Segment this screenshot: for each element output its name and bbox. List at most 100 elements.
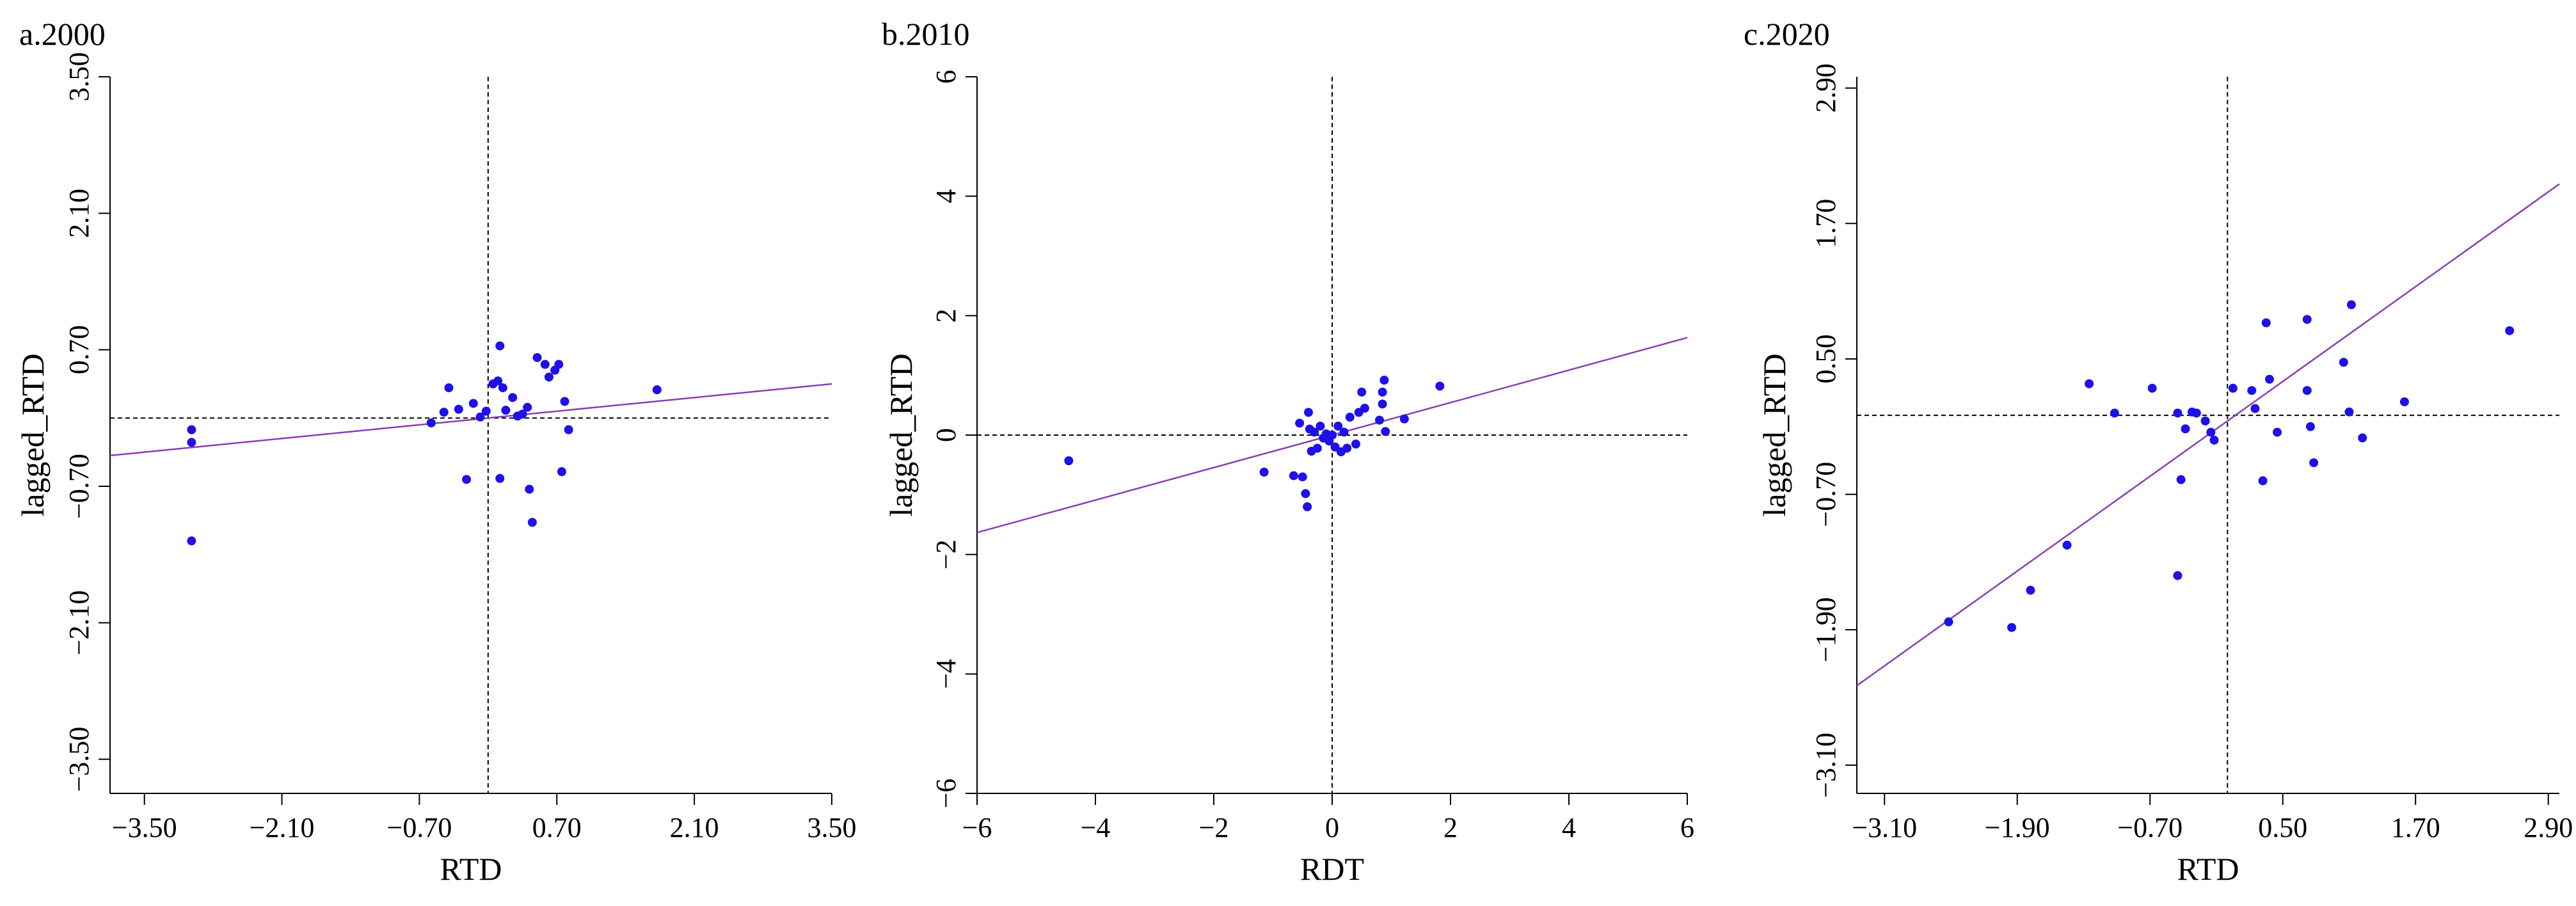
data-point [508, 393, 518, 402]
data-point [1259, 467, 1269, 477]
y-tick-label: 1.70 [1810, 199, 1841, 248]
x-tick-label: 3.50 [807, 812, 857, 843]
data-point [2209, 435, 2219, 445]
x-tick-label: −2 [1199, 812, 1229, 843]
chart-title: c.2020 [1744, 16, 1830, 52]
data-point [2358, 433, 2367, 443]
x-axis-label: RTD [440, 851, 502, 887]
y-tick-label: 4 [930, 189, 962, 203]
x-tick-label: −3.10 [1852, 812, 1917, 843]
data-point [481, 406, 491, 416]
data-point [2173, 408, 2182, 418]
data-point [2085, 379, 2094, 388]
y-axis-label: lagged_RTD [883, 353, 919, 516]
data-point [1399, 414, 1409, 424]
x-tick-label: −2.10 [250, 812, 315, 843]
data-point [2505, 326, 2515, 335]
data-point [557, 467, 566, 477]
chart-title: b.2010 [882, 16, 970, 52]
data-point [1333, 422, 1343, 431]
data-point [2062, 540, 2072, 550]
data-point [495, 341, 505, 351]
x-tick-label: 1.70 [2391, 812, 2440, 843]
data-point [1378, 387, 1387, 397]
data-point [454, 404, 463, 414]
data-point [2176, 475, 2186, 484]
data-point [2191, 408, 2201, 418]
data-point [2200, 416, 2210, 425]
x-tick-label: 0 [1325, 812, 1339, 843]
data-point [439, 408, 449, 417]
x-tick-label: −6 [962, 812, 992, 843]
data-point [2173, 571, 2182, 580]
data-point [462, 475, 472, 484]
y-tick-label: 3.50 [63, 52, 95, 102]
data-point [1328, 431, 1337, 440]
data-point [1345, 413, 1355, 422]
x-axis-label: RTD [2177, 851, 2239, 887]
data-point [498, 383, 507, 393]
y-tick-label: −2.10 [63, 590, 95, 655]
y-axis-label: lagged_RTD [15, 353, 51, 516]
y-tick-label: −0.70 [63, 454, 95, 519]
chart-panel-2: b.2010 −6 −4 −2 0 2 4 6 −6 −4 −2 0 2 4 6 RDT lagged_RTD [882, 16, 1694, 887]
data-point [527, 518, 537, 527]
y-tick-label: −1.90 [1810, 597, 1841, 662]
data-point [187, 536, 196, 546]
data-point [1303, 502, 1312, 511]
data-point [2273, 427, 2282, 437]
data-point [2264, 374, 2274, 384]
data-point [426, 418, 436, 427]
x-tick-label: 2 [1443, 812, 1458, 843]
data-point [532, 353, 542, 362]
data-point [2026, 585, 2035, 595]
chart-panel-1: a.2000 −3.50 −2.10 −0.70 0.70 2.10 3.50 −3.50 −2… [15, 16, 857, 887]
data-point [1339, 427, 1349, 437]
data-point [545, 372, 554, 382]
y-tick-label: 2.90 [1810, 63, 1841, 113]
data-point [2346, 300, 2356, 310]
data-point [1310, 427, 1319, 437]
data-point [1295, 418, 1305, 428]
data-point [2339, 358, 2348, 367]
data-point [2305, 422, 2315, 431]
x-tick-label: 2.10 [670, 812, 719, 843]
y-tick-label: −4 [930, 659, 962, 689]
data-point [2302, 386, 2312, 395]
data-point [187, 425, 196, 434]
data-point [1360, 404, 1369, 413]
data-point [564, 425, 573, 434]
y-tick-label: 2.10 [63, 189, 95, 238]
data-point [1357, 387, 1367, 397]
data-point [501, 406, 511, 415]
data-point [2261, 318, 2271, 328]
data-point [2302, 315, 2312, 324]
data-point [1342, 443, 1352, 453]
x-tick-label: −0.70 [387, 812, 452, 843]
data-point [2228, 383, 2238, 393]
data-point [2181, 424, 2190, 434]
data-point [1301, 489, 1310, 498]
y-tick-label: −3.10 [1810, 733, 1841, 798]
x-tick-label: 4 [1562, 812, 1576, 843]
data-point [560, 397, 569, 406]
data-point [2344, 407, 2354, 417]
data-point [2007, 623, 2017, 632]
x-axis-label: RDT [1300, 851, 1364, 887]
x-tick-label: 0.50 [2258, 812, 2307, 843]
data-point [518, 409, 527, 419]
data-point [1381, 427, 1390, 436]
data-point [1379, 376, 1389, 385]
data-point [468, 399, 478, 408]
y-axis-label: lagged_RTD [1756, 353, 1792, 516]
data-point [2247, 386, 2257, 395]
y-tick-label: 0.70 [63, 325, 95, 374]
data-point [554, 360, 564, 369]
y-tick-label: −6 [930, 779, 962, 809]
y-tick-label: 2 [930, 308, 962, 322]
data-point [1298, 472, 1307, 482]
data-point [2250, 404, 2260, 413]
y-tick-label: −2 [930, 539, 962, 569]
data-point [2309, 458, 2319, 468]
